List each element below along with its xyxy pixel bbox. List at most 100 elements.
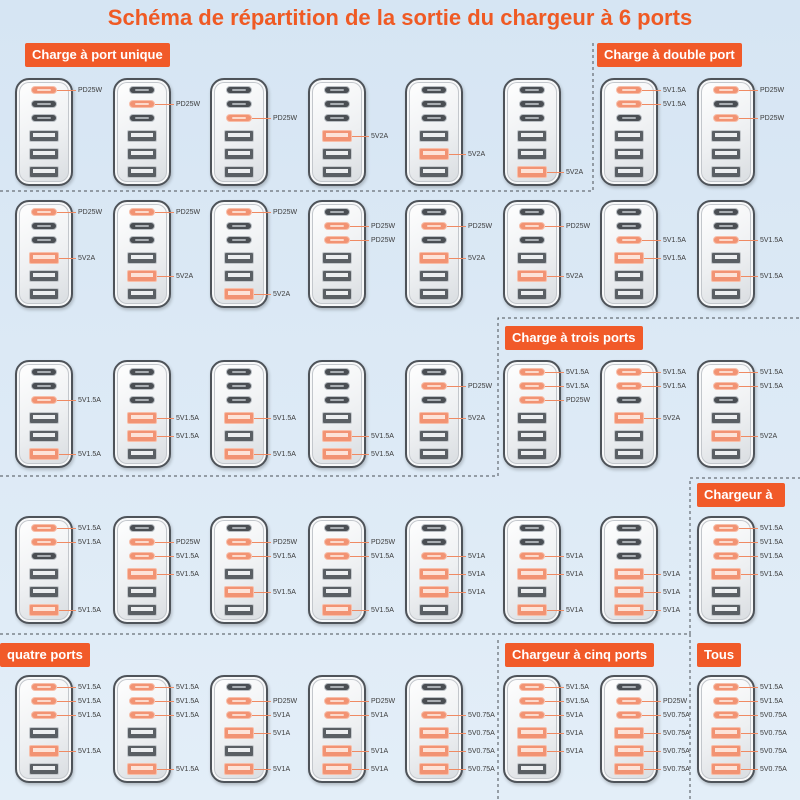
charger-6-port-icon	[503, 675, 561, 783]
usb-c-port-icon	[616, 236, 642, 244]
port-output-label: 5V1.5A	[371, 432, 394, 440]
usb-a-port-icon	[614, 412, 644, 424]
usb-c-port-icon	[31, 396, 57, 404]
usb-c-port-icon	[324, 683, 350, 691]
charger-6-port-icon	[308, 200, 366, 308]
usb-c-port-icon	[129, 208, 155, 216]
leader-line	[545, 700, 564, 702]
usb-a-port-icon	[29, 568, 59, 580]
usb-a-port-icon	[127, 604, 157, 616]
usb-a-port-icon	[517, 252, 547, 264]
section-label-triple-port: Charge à trois ports	[505, 326, 643, 350]
port-output-label: PD25W	[566, 396, 591, 404]
port-output-label: 5V1A	[468, 588, 486, 596]
port-output-label: 5V2A	[273, 290, 291, 298]
usb-c-port-icon	[31, 222, 57, 230]
charger-6-port-icon	[210, 78, 268, 186]
usb-c-port-icon	[616, 524, 642, 532]
usb-a-port-icon	[419, 763, 449, 775]
leader-line	[739, 527, 758, 529]
usb-a-port-icon	[29, 412, 59, 424]
charger-6-port-icon	[405, 360, 463, 468]
leader-line	[57, 527, 76, 529]
port-output-label: PD25W	[78, 208, 103, 216]
leader-line	[155, 541, 174, 543]
usb-a-port-icon	[29, 148, 59, 160]
port-output-label: PD25W	[760, 86, 785, 94]
port-output-label: 5V1A	[663, 606, 681, 614]
leader-line	[547, 609, 564, 611]
usb-c-port-icon	[616, 208, 642, 216]
usb-a-port-icon	[517, 148, 547, 160]
port-output-label: 5V1.5A	[176, 414, 199, 422]
port-output-label: 5V1A	[371, 765, 389, 773]
port-output-label: 5V2A	[566, 168, 584, 176]
port-output-label: 5V0.75A	[760, 747, 787, 755]
port-output-label: 5V1.5A	[176, 570, 199, 578]
port-output-label: 5V0.75A	[760, 711, 787, 719]
usb-c-port-icon	[226, 208, 252, 216]
section-label-quad-port-part2: quatre ports	[0, 643, 90, 667]
usb-a-port-icon	[419, 568, 449, 580]
charger-6-port-icon	[405, 516, 463, 624]
leader-line	[739, 239, 758, 241]
usb-c-port-icon	[421, 382, 447, 390]
usb-a-port-icon	[322, 288, 352, 300]
usb-a-port-icon	[711, 148, 741, 160]
port-output-label: 5V0.75A	[468, 747, 495, 755]
usb-a-port-icon	[127, 166, 157, 178]
charger-6-port-icon	[113, 675, 171, 783]
charger-6-port-icon	[210, 200, 268, 308]
port-output-label: 5V1.5A	[78, 747, 101, 755]
usb-a-port-icon	[711, 448, 741, 460]
usb-a-port-icon	[322, 270, 352, 282]
usb-c-port-icon	[421, 683, 447, 691]
port-output-label: 5V2A	[371, 132, 389, 140]
leader-line	[252, 714, 271, 716]
leader-line	[57, 89, 76, 91]
port-output-label: 5V1.5A	[176, 697, 199, 705]
usb-c-port-icon	[519, 524, 545, 532]
usb-c-port-icon	[713, 368, 739, 376]
usb-c-port-icon	[129, 368, 155, 376]
leader-line	[644, 591, 661, 593]
leader-line	[449, 417, 466, 419]
usb-c-port-icon	[519, 538, 545, 546]
charger-6-port-icon	[503, 200, 561, 308]
usb-a-port-icon	[711, 288, 741, 300]
leader-line	[739, 371, 758, 373]
usb-a-port-icon	[517, 412, 547, 424]
usb-c-port-icon	[519, 396, 545, 404]
usb-a-port-icon	[322, 448, 352, 460]
usb-a-port-icon	[127, 763, 157, 775]
port-output-label: 5V1A	[566, 552, 584, 560]
leader-line	[352, 609, 369, 611]
charger-6-port-icon	[697, 78, 755, 186]
usb-a-port-icon	[614, 130, 644, 142]
leader-line	[352, 135, 369, 137]
usb-a-port-icon	[614, 288, 644, 300]
usb-c-port-icon	[226, 697, 252, 705]
leader-line	[741, 275, 758, 277]
leader-line	[59, 609, 76, 611]
usb-a-port-icon	[224, 166, 254, 178]
charger-6-port-icon	[113, 360, 171, 468]
usb-a-port-icon	[127, 430, 157, 442]
usb-a-port-icon	[614, 604, 644, 616]
usb-a-port-icon	[419, 727, 449, 739]
usb-a-port-icon	[517, 448, 547, 460]
port-output-label: 5V1A	[663, 570, 681, 578]
usb-a-port-icon	[517, 568, 547, 580]
port-output-label: PD25W	[176, 100, 201, 108]
leader-line	[57, 686, 76, 688]
usb-c-port-icon	[421, 697, 447, 705]
port-output-label: 5V1.5A	[273, 588, 296, 596]
usb-a-port-icon	[224, 430, 254, 442]
charger-6-port-icon	[405, 200, 463, 308]
usb-a-port-icon	[127, 448, 157, 460]
usb-c-port-icon	[31, 697, 57, 705]
charger-6-port-icon	[697, 516, 755, 624]
port-output-label: 5V1.5A	[760, 382, 783, 390]
port-output-label: PD25W	[371, 236, 396, 244]
usb-c-port-icon	[226, 368, 252, 376]
